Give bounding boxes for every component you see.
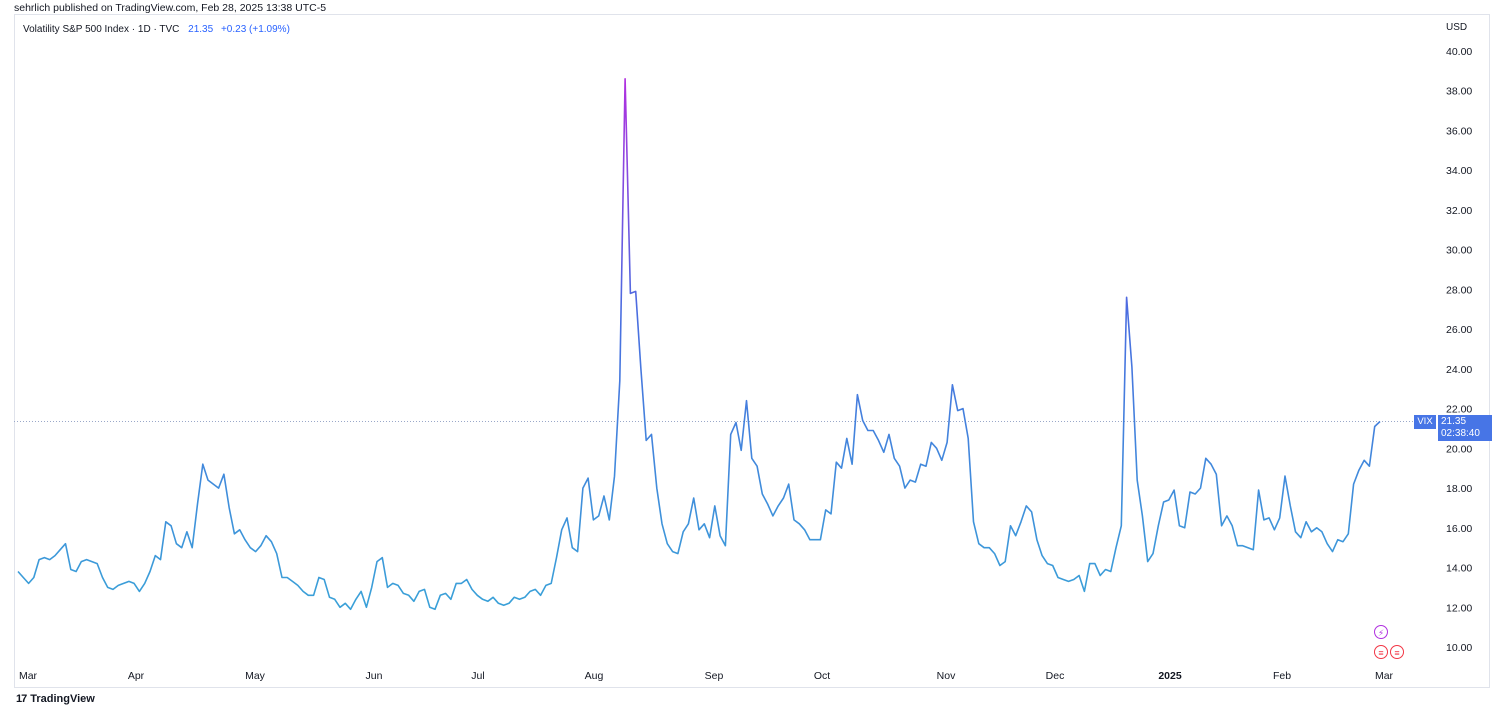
- x-tick-label: Aug: [585, 670, 604, 682]
- y-tick-label: 34.00: [1446, 165, 1472, 177]
- tradingview-logo-icon: 17: [16, 693, 27, 705]
- price-badge-countdown: 02:38:40: [1441, 428, 1480, 439]
- price-badge-symbol: VIX: [1414, 415, 1436, 429]
- tradingview-logo[interactable]: 17 TradingView: [16, 693, 95, 705]
- x-axis: Mar Apr May Jun Jul Aug Sep Oct Nov Dec 2025 Feb Mar: [19, 670, 1394, 682]
- y-tick-label: 38.00: [1446, 86, 1472, 98]
- y-tick-label: 24.00: [1446, 364, 1472, 376]
- chart-legend: Volatility S&P 500 Index · 1D · TVC 21.3…: [23, 24, 290, 35]
- y-tick-label: 36.00: [1446, 125, 1472, 137]
- lightning-icon[interactable]: ⚡: [1374, 625, 1388, 639]
- y-tick-label: 12.00: [1446, 602, 1472, 614]
- price-change: +0.23 (+1.09%): [220, 24, 290, 35]
- price-badge: 21.35 02:38:40: [1438, 415, 1492, 441]
- y-tick-label: 16.00: [1446, 523, 1472, 535]
- y-tick-label: 22.00: [1446, 404, 1472, 416]
- chart-frame: [14, 14, 1490, 688]
- x-tick-label: 2025: [1158, 670, 1182, 682]
- x-tick-label: Jul: [471, 670, 484, 682]
- y-tick-label: 32.00: [1446, 205, 1472, 217]
- currency-label[interactable]: USD: [1446, 22, 1468, 33]
- symbol-title: Volatility S&P 500 Index · 1D · TVC: [23, 24, 180, 35]
- y-tick-label: 10.00: [1446, 642, 1472, 654]
- x-tick-label: Apr: [128, 670, 145, 682]
- x-tick-label: Feb: [1273, 670, 1291, 682]
- last-value: 21.35: [188, 24, 214, 35]
- tradingview-brand-name: TradingView: [30, 693, 95, 705]
- x-tick-label: Nov: [937, 670, 956, 682]
- y-tick-label: 28.00: [1446, 284, 1472, 296]
- y-tick-label: 30.00: [1446, 245, 1472, 257]
- us-flag-icon[interactable]: ≡: [1374, 645, 1388, 659]
- x-tick-label: Oct: [814, 670, 830, 682]
- published-by-text: sehrlich published on TradingView.com, F…: [14, 2, 327, 14]
- y-axis: 10.00 12.00 14.00 16.00 18.00 20.00 22.00 24.00…: [1446, 46, 1472, 654]
- us-flag-icon[interactable]: ≡: [1390, 645, 1404, 659]
- y-tick-label: 40.00: [1446, 46, 1472, 58]
- x-tick-label: Mar: [19, 670, 38, 682]
- price-badge-value: 21.35: [1441, 416, 1467, 427]
- x-tick-label: Dec: [1046, 670, 1065, 682]
- y-tick-label: 18.00: [1446, 483, 1472, 495]
- y-tick-label: 20.00: [1446, 443, 1472, 455]
- y-tick-label: 26.00: [1446, 324, 1472, 336]
- x-tick-label: Jun: [366, 670, 383, 682]
- x-tick-label: May: [245, 670, 266, 682]
- x-tick-label: Sep: [705, 670, 724, 682]
- x-tick-label: Mar: [1375, 670, 1394, 682]
- y-tick-label: 14.00: [1446, 563, 1472, 575]
- vix-series-line: [17, 78, 1381, 611]
